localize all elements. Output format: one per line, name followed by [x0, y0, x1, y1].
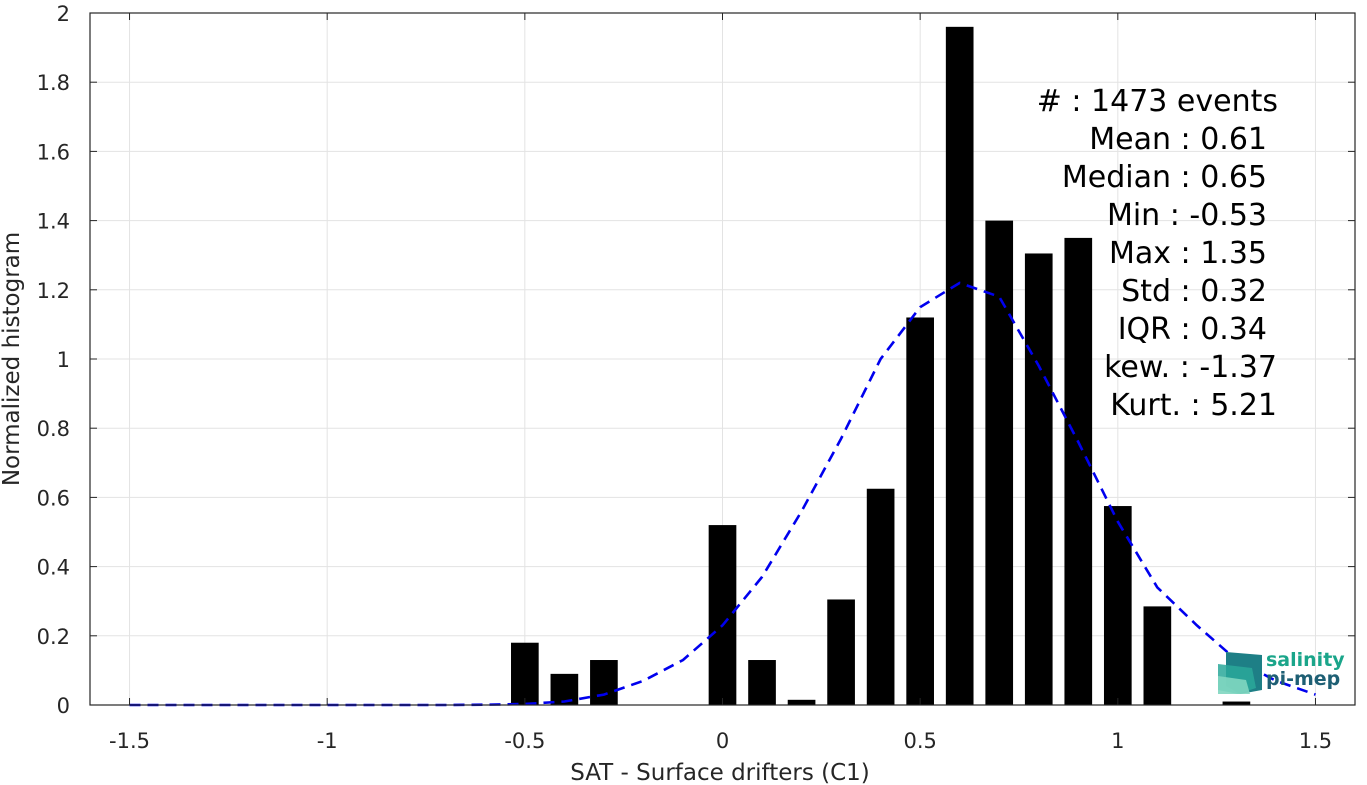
x-tick-label: -1 [317, 729, 338, 753]
axes [89, 12, 1356, 706]
y-tick-label: 2 [57, 2, 70, 26]
histogram-bar [827, 599, 855, 705]
logo-wave-icon [1218, 652, 1262, 694]
x-tick-label: -0.5 [504, 729, 545, 753]
x-axis-label: SAT - Surface drifters (C1) [570, 760, 870, 785]
histogram-bar [866, 488, 895, 705]
x-tick-label: -1.5 [109, 729, 150, 753]
x-tick-label: 0.5 [903, 729, 936, 753]
histogram-bar [1103, 506, 1132, 705]
statistics-box: # : 1473 events Mean : 0.61 Median : 0.6… [1037, 84, 1278, 423]
x-tick-labels: -1.5 -1 -0.5 0 0.5 1 1.5 [109, 729, 1332, 753]
y-tick-label: 1.6 [37, 140, 70, 164]
y-tick-label: 0 [57, 694, 70, 718]
y-tick-label: 1.4 [37, 210, 70, 234]
salinity-pimep-logo: salinity pi-mep [1218, 649, 1345, 694]
stat-kurtosis: Kurt. : 5.21 [1110, 388, 1277, 423]
y-tick-label: 1.8 [37, 71, 70, 95]
y-tick-labels: 0 0.2 0.4 0.6 0.8 1 1.2 1.4 1.6 1.8 2 [37, 2, 70, 718]
stat-count: # : 1473 events [1037, 84, 1278, 119]
stat-std: Std : 0.32 [1121, 274, 1267, 309]
histogram-bar [1064, 237, 1093, 705]
histogram-bar [945, 26, 974, 705]
y-tick-label: 0.6 [37, 486, 70, 510]
fit-curve-layer [129, 281, 1316, 707]
x-tick-label: 0 [716, 729, 729, 753]
y-tick-label: 0.8 [37, 417, 70, 441]
stat-min: Min : -0.53 [1107, 198, 1267, 233]
histogram-bar [1024, 253, 1053, 705]
histogram-bar [590, 660, 618, 705]
y-axis-label: Normalized histogram [0, 232, 25, 486]
logo-text-salinity: salinity [1266, 649, 1345, 671]
y-tick-label: 0.4 [37, 556, 70, 580]
x-tick-label: 1.5 [1299, 729, 1332, 753]
gaussian-fit-curve [129, 281, 1316, 707]
histogram-bar [708, 525, 737, 705]
stat-median: Median : 0.65 [1062, 160, 1267, 195]
histogram-bar [787, 699, 816, 705]
histogram-bar [1143, 606, 1172, 705]
y-tick-label: 0.2 [37, 625, 70, 649]
logo-text-pimep: pi-mep [1266, 668, 1340, 690]
stat-max: Max : 1.35 [1109, 236, 1267, 271]
histogram-bar [1222, 701, 1251, 705]
histogram-bars [511, 26, 1251, 705]
plot-area-border [89, 12, 1356, 706]
stat-iqr: IQR : 0.34 [1118, 312, 1267, 347]
histogram-bar [985, 220, 1014, 705]
y-tick-label: 1.2 [37, 279, 70, 303]
histogram-bar [550, 673, 579, 705]
histogram-bar [906, 317, 934, 705]
x-tick-label: 1 [1111, 729, 1124, 753]
stat-mean: Mean : 0.61 [1089, 122, 1267, 157]
histogram-bar [748, 660, 776, 705]
stat-skewness: kew. : -1.37 [1104, 350, 1277, 385]
y-tick-label: 1 [57, 348, 70, 372]
histogram-bar [511, 642, 539, 705]
